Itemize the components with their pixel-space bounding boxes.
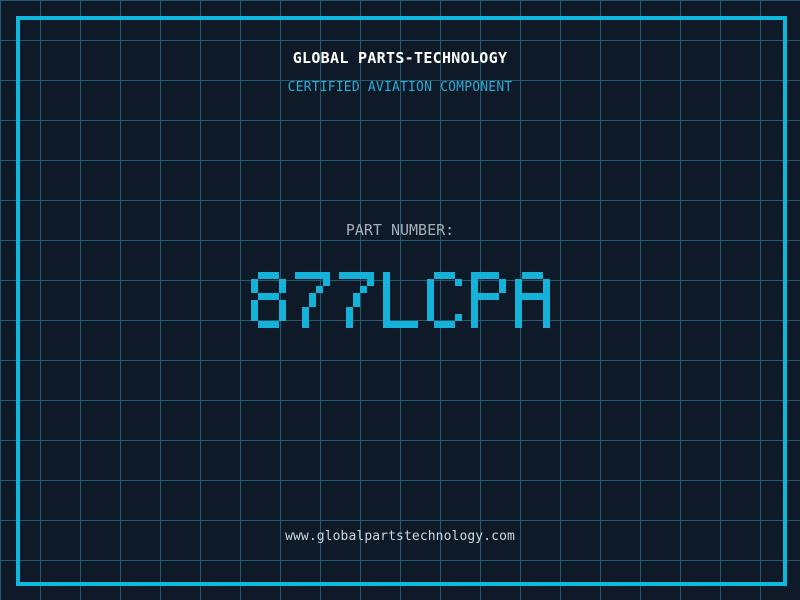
part-number-label: PART NUMBER: xyxy=(345,221,455,239)
company-name: GLOBAL PARTS-TECHNOLOGY xyxy=(292,49,508,67)
certification-tagline: CERTIFIED AVIATION COMPONENT xyxy=(287,80,513,95)
part-number-pixel-text xyxy=(250,272,550,328)
website-url: www.globalpartstechnology.com xyxy=(285,529,515,544)
part-number-value xyxy=(0,272,800,328)
